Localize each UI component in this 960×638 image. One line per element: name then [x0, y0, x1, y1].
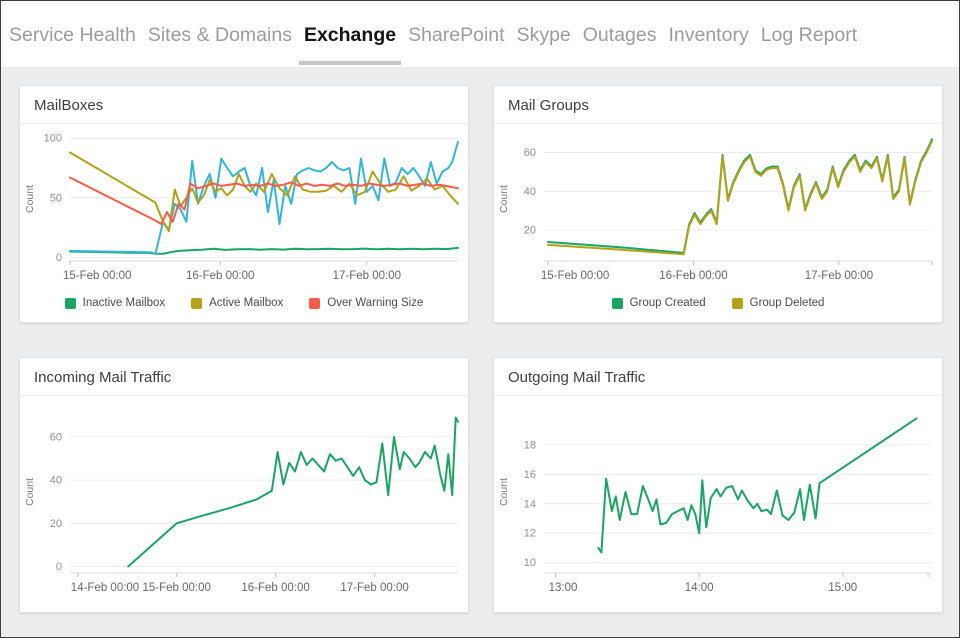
legend-item-active-mailbox[interactable]: Active Mailbox [191, 297, 283, 309]
legend-label: Group Deleted [749, 297, 825, 309]
panel-title-mail-groups: Mail Groups [494, 86, 942, 124]
svg-text:15:00: 15:00 [828, 582, 857, 594]
incoming-mail-traffic-chart: 0 20 40 60 14-Feb 00:00 15-Feb 00:00 16-Feb 00… [20, 402, 468, 600]
svg-text:50: 50 [50, 192, 62, 204]
svg-text:18: 18 [524, 439, 536, 451]
svg-text:100: 100 [44, 133, 62, 145]
mail-groups-chart: 20 40 60 15-Feb 00:00 16-Feb 00:00 17-Feb 00:… [494, 128, 942, 288]
legend-item-inactive-mailbox[interactable]: Inactive Mailbox [64, 297, 166, 309]
panel-title-outgoing-mail-traffic: Outgoing Mail Traffic [494, 358, 942, 396]
svg-text:Count: Count [24, 185, 36, 213]
svg-text:17-Feb 00:00: 17-Feb 00:00 [805, 270, 873, 282]
svg-text:14: 14 [524, 498, 536, 510]
svg-text:14:00: 14:00 [685, 582, 714, 594]
tab-bar: Service Health Sites & Domains Exchange Sha… [1, 1, 959, 67]
svg-text:15-Feb 00:00: 15-Feb 00:00 [63, 270, 131, 282]
tab-sites-domains[interactable]: Sites & Domains [147, 23, 292, 46]
mail-groups-legend: Group Created Group Deleted [494, 288, 942, 318]
panel-incoming-mail-traffic: Incoming Mail Traffic 0 20 40 60 14-Feb 00:0… [19, 357, 469, 613]
svg-text:12: 12 [524, 528, 536, 540]
mailboxes-legend: Inactive Mailbox Active Mailbox Over Warni… [20, 288, 468, 318]
tab-service-health[interactable]: Service Health [9, 23, 136, 46]
legend-label: Active Mailbox [209, 297, 284, 309]
tab-log-report[interactable]: Log Report [760, 23, 858, 46]
legend-item-group-created[interactable]: Group Created [611, 297, 706, 309]
legend-item-over-warning-size[interactable]: Over Warning Size [309, 297, 423, 309]
legend-color-swatch [309, 297, 321, 309]
legend-label: Inactive Mailbox [82, 297, 166, 309]
tab-skype[interactable]: Skype [516, 23, 571, 46]
tab-exchange[interactable]: Exchange [298, 2, 402, 67]
svg-text:16-Feb 00:00: 16-Feb 00:00 [186, 270, 254, 282]
panel-mailboxes: MailBoxes 0 50 100 15-Feb 00:00 16-Feb 00:00… [19, 85, 469, 323]
panel-mail-groups: Mail Groups 20 40 60 15-Feb 00:00 16-Feb 00:… [493, 85, 943, 323]
svg-text:40: 40 [50, 475, 62, 487]
outgoing-mail-traffic-chart: 10 12 14 16 18 13:00 14:00 15:00 Count [494, 402, 942, 600]
svg-text:0: 0 [56, 252, 62, 264]
legend-color-swatch [64, 297, 76, 309]
svg-text:0: 0 [56, 561, 62, 573]
svg-text:15-Feb 00:00: 15-Feb 00:00 [541, 270, 609, 282]
svg-text:40: 40 [524, 186, 536, 198]
legend-label: Over Warning Size [327, 297, 424, 309]
legend-color-swatch [731, 297, 743, 309]
svg-text:16: 16 [524, 469, 536, 481]
incoming-mail-traffic-chart-svg: 0 20 40 60 14-Feb 00:00 15-Feb 00:00 16-Feb 00… [24, 416, 459, 594]
panel-outgoing-mail-traffic: Outgoing Mail Traffic 10 12 14 16 18 13:00 14:… [493, 357, 943, 613]
mail-groups-chart-svg: 20 40 60 15-Feb 00:00 16-Feb 00:00 17-Feb 00:… [498, 138, 933, 282]
legend-color-swatch [611, 297, 623, 309]
panel-title-mailboxes: MailBoxes [20, 86, 468, 124]
svg-text:60: 60 [50, 431, 62, 443]
svg-text:14-Feb 00:00: 14-Feb 00:00 [71, 582, 139, 594]
svg-text:13:00: 13:00 [549, 582, 578, 594]
svg-text:15-Feb 00:00: 15-Feb 00:00 [142, 582, 210, 594]
svg-text:Count: Count [498, 478, 510, 506]
outgoing-mail-traffic-chart-svg: 10 12 14 16 18 13:00 14:00 15:00 Count [498, 417, 932, 594]
svg-text:16-Feb 00:00: 16-Feb 00:00 [241, 582, 309, 594]
svg-text:20: 20 [524, 225, 536, 237]
legend-color-swatch [191, 297, 203, 309]
svg-text:16-Feb 00:00: 16-Feb 00:00 [659, 270, 727, 282]
svg-text:Count: Count [24, 478, 36, 506]
svg-text:17-Feb 00:00: 17-Feb 00:00 [333, 270, 401, 282]
svg-text:60: 60 [524, 147, 536, 159]
tab-outages[interactable]: Outages [582, 23, 657, 46]
tab-sharepoint[interactable]: SharePoint [408, 23, 505, 46]
svg-text:Count: Count [498, 185, 510, 213]
mailboxes-chart-svg: 0 50 100 15-Feb 00:00 16-Feb 00:00 17-Feb 00:… [24, 133, 459, 282]
mailboxes-chart: 0 50 100 15-Feb 00:00 16-Feb 00:00 17-Feb 00:… [20, 128, 468, 288]
panel-title-incoming-mail-traffic: Incoming Mail Traffic [20, 358, 468, 396]
tab-inventory[interactable]: Inventory [668, 23, 749, 46]
legend-label: Group Created [629, 297, 706, 309]
svg-text:20: 20 [50, 518, 62, 530]
dashboard-content: MailBoxes 0 50 100 15-Feb 00:00 16-Feb 00:00… [1, 67, 959, 631]
svg-text:17-Feb 00:00: 17-Feb 00:00 [340, 582, 408, 594]
svg-text:10: 10 [524, 557, 536, 569]
legend-item-group-deleted[interactable]: Group Deleted [731, 297, 825, 309]
